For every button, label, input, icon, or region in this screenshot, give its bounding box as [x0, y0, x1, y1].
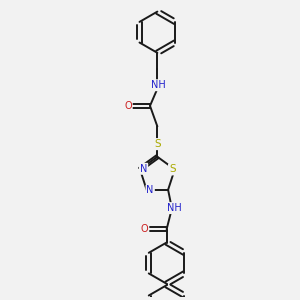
Text: O: O — [141, 224, 148, 234]
Text: N: N — [140, 164, 147, 174]
Text: O: O — [124, 101, 132, 111]
Text: S: S — [169, 164, 176, 174]
Text: S: S — [154, 139, 161, 149]
Text: NH: NH — [167, 203, 182, 213]
Text: NH: NH — [152, 80, 166, 90]
Text: N: N — [146, 185, 154, 195]
